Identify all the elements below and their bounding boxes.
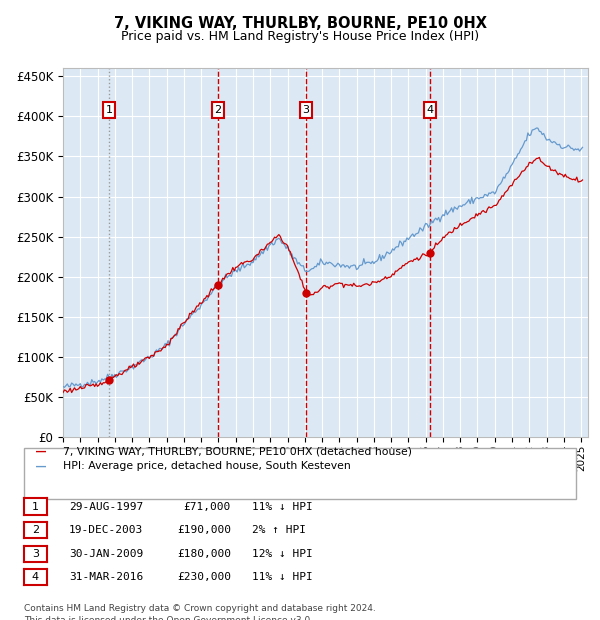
Text: 4: 4 — [32, 572, 39, 582]
Text: 2: 2 — [214, 105, 221, 115]
Text: 3: 3 — [302, 105, 310, 115]
Text: This data is licensed under the Open Government Licence v3.0.: This data is licensed under the Open Gov… — [24, 616, 313, 620]
Text: 30-JAN-2009: 30-JAN-2009 — [69, 549, 143, 559]
Text: Contains HM Land Registry data © Crown copyright and database right 2024.: Contains HM Land Registry data © Crown c… — [24, 604, 376, 613]
Text: 7, VIKING WAY, THURLBY, BOURNE, PE10 0HX (detached house): 7, VIKING WAY, THURLBY, BOURNE, PE10 0HX… — [63, 446, 412, 456]
Text: 1: 1 — [106, 105, 112, 115]
Text: 29-AUG-1997: 29-AUG-1997 — [69, 502, 143, 512]
Text: 4: 4 — [427, 105, 434, 115]
Text: 1: 1 — [32, 502, 39, 512]
Text: £190,000: £190,000 — [177, 525, 231, 535]
Text: —: — — [36, 457, 46, 476]
Text: 7, VIKING WAY, THURLBY, BOURNE, PE10 0HX: 7, VIKING WAY, THURLBY, BOURNE, PE10 0HX — [113, 16, 487, 30]
Text: Price paid vs. HM Land Registry's House Price Index (HPI): Price paid vs. HM Land Registry's House … — [121, 30, 479, 43]
Text: 12% ↓ HPI: 12% ↓ HPI — [252, 549, 313, 559]
Text: 2: 2 — [32, 525, 39, 535]
Text: 11% ↓ HPI: 11% ↓ HPI — [252, 572, 313, 582]
Text: 31-MAR-2016: 31-MAR-2016 — [69, 572, 143, 582]
Text: HPI: Average price, detached house, South Kesteven: HPI: Average price, detached house, Sout… — [63, 461, 351, 471]
Text: —: — — [36, 442, 46, 461]
Text: 11% ↓ HPI: 11% ↓ HPI — [252, 502, 313, 512]
Text: £180,000: £180,000 — [177, 549, 231, 559]
Text: 2% ↑ HPI: 2% ↑ HPI — [252, 525, 306, 535]
Text: 3: 3 — [32, 549, 39, 559]
Text: 19-DEC-2003: 19-DEC-2003 — [69, 525, 143, 535]
Text: £230,000: £230,000 — [177, 572, 231, 582]
Text: £71,000: £71,000 — [184, 502, 231, 512]
